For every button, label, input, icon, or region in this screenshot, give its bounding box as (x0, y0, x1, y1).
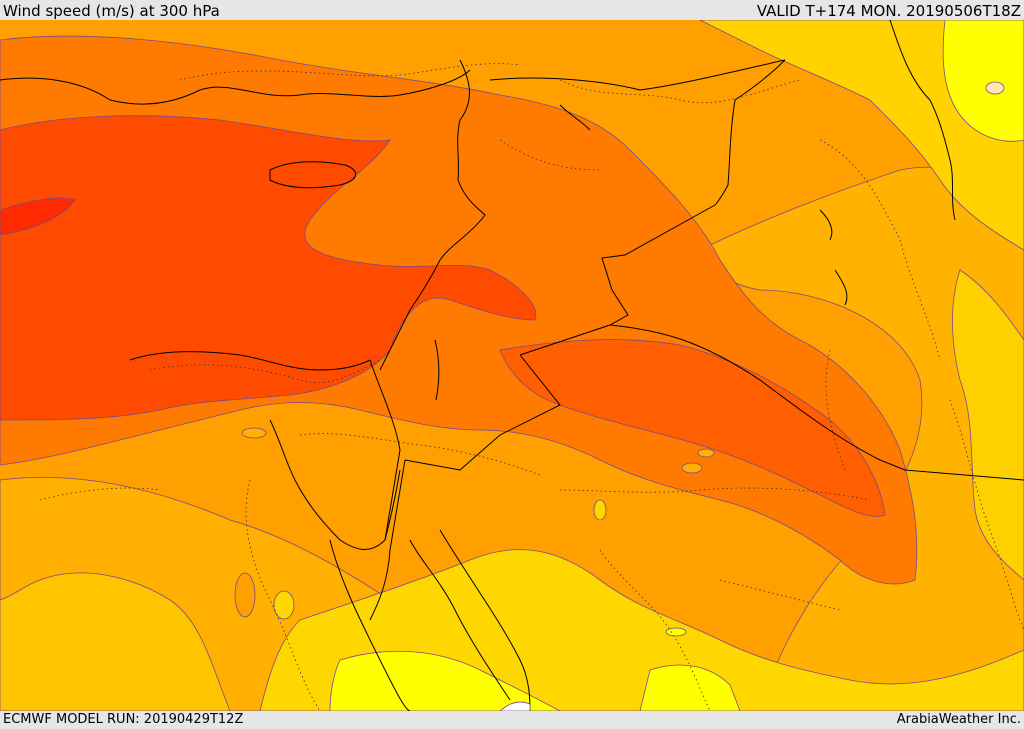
field-red-orange-core (0, 115, 537, 421)
unfilled-area (499, 701, 531, 711)
field-gold-east (952, 269, 1024, 581)
field-gold-southwest (0, 572, 231, 711)
footer-bar: ECMWF MODEL RUN: 20190429T12Z ArabiaWeat… (0, 711, 1024, 729)
contour-blob (234, 572, 256, 618)
valid-time: VALID T+174 MON. 20190506T18Z (756, 2, 1021, 20)
field-red-center (0, 197, 76, 236)
map-title: Wind speed (m/s) at 300 hPa (3, 2, 220, 20)
province-boundaries (39, 63, 1024, 711)
contour-blob (241, 427, 267, 439)
contour-blob (593, 499, 607, 521)
field-gold-northeast (699, 20, 1024, 251)
contour-blob (273, 590, 295, 620)
contour-blob (665, 627, 687, 637)
coastlines (0, 69, 848, 701)
contour-blob (985, 81, 1005, 95)
brand-credit: ArabiaWeather Inc. (896, 712, 1021, 727)
field-orange-red-east (499, 339, 886, 517)
field-yellow-southeast (639, 664, 741, 711)
field-yellow-northeast (942, 20, 1024, 142)
contour-blob (681, 462, 703, 474)
header-bar: Wind speed (m/s) at 300 hPa VALID T+174 … (0, 0, 1024, 20)
country-borders (329, 20, 1024, 711)
contour-blob (697, 448, 715, 458)
wind-speed-map (0, 20, 1024, 711)
field-yellow-south (329, 650, 561, 711)
model-run: ECMWF MODEL RUN: 20190429T12Z (3, 712, 244, 727)
